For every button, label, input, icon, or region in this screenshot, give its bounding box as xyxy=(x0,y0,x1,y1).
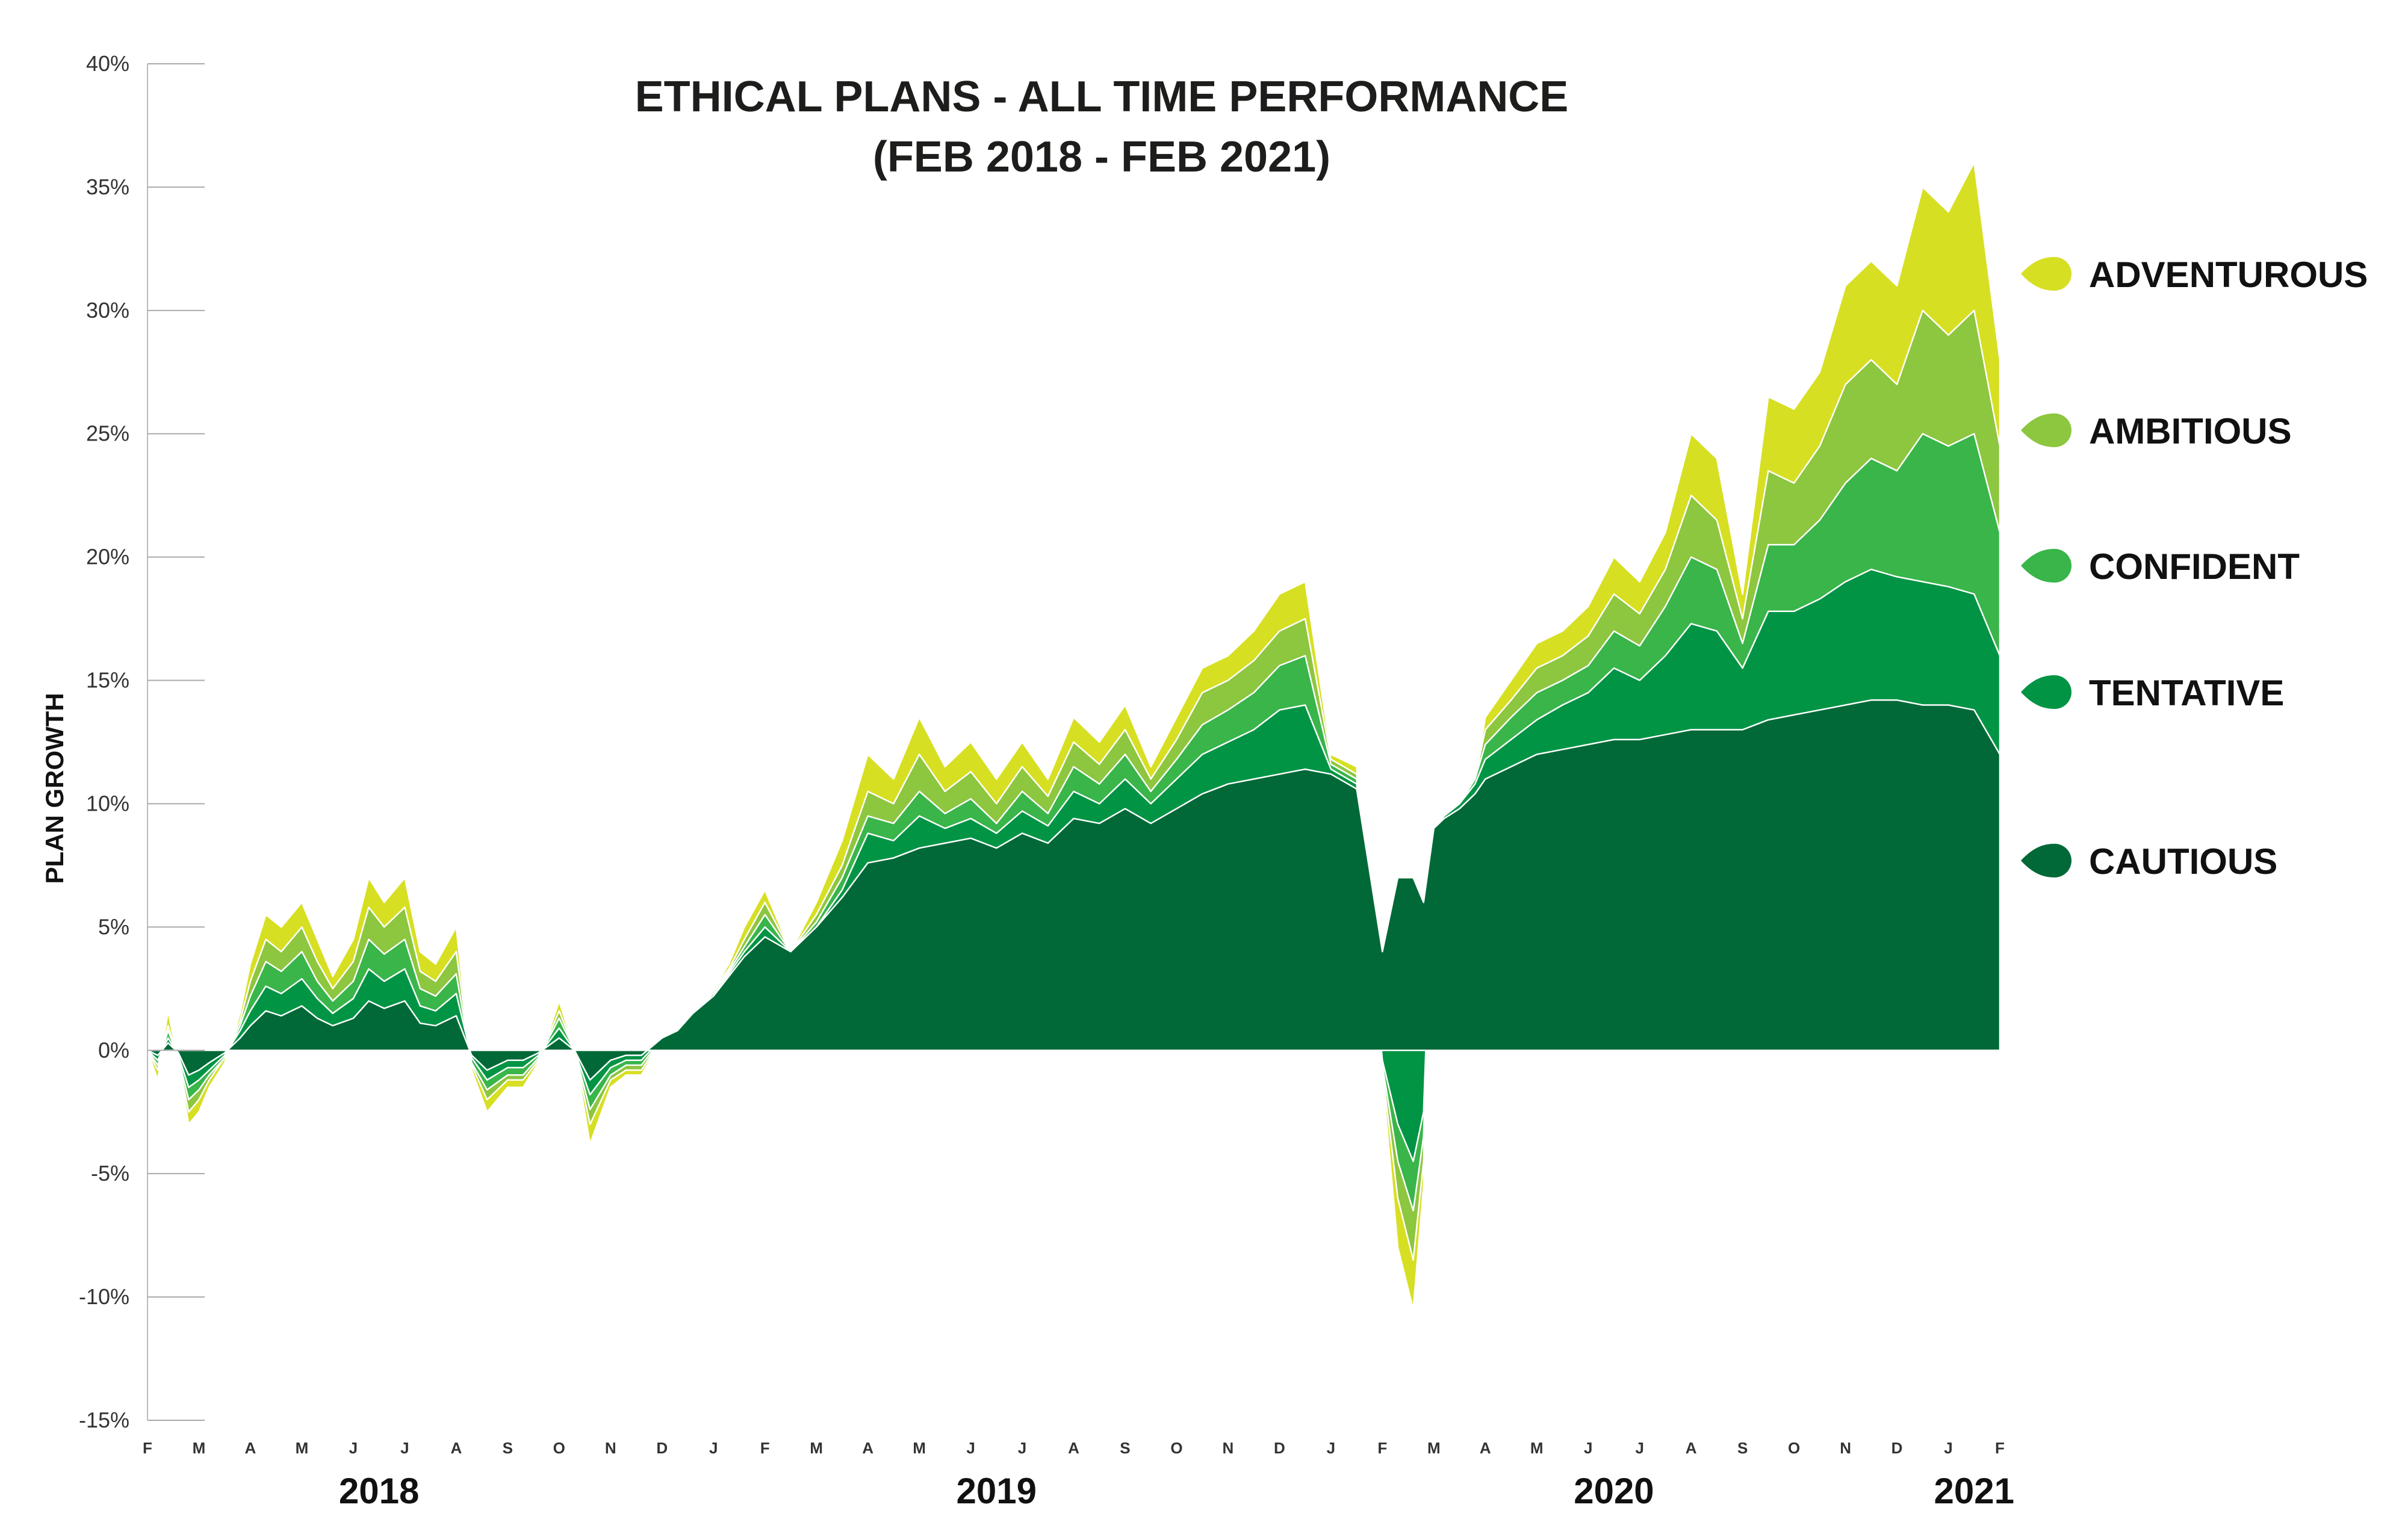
legend-item-adventurous: ADVENTUROUS xyxy=(2021,255,2368,295)
x-month-label: N xyxy=(1223,1439,1234,1457)
legend-label: CONFIDENT xyxy=(2089,546,2300,587)
x-month-label: M xyxy=(1530,1439,1544,1457)
x-month-label: M xyxy=(810,1439,823,1457)
x-month-label: J xyxy=(709,1439,718,1457)
x-month-label: A xyxy=(245,1439,256,1457)
y-tick-label: 0% xyxy=(98,1038,129,1062)
x-month-label: J xyxy=(1635,1439,1643,1457)
y-tick-label: 5% xyxy=(98,914,129,939)
y-tick-label: 35% xyxy=(86,175,129,199)
x-month-label: D xyxy=(1891,1439,1903,1457)
legend-label: ADVENTUROUS xyxy=(2089,255,2368,295)
x-month-label: J xyxy=(966,1439,975,1457)
x-month-label: S xyxy=(1737,1439,1748,1457)
x-month-label: N xyxy=(605,1439,616,1457)
x-month-label: F xyxy=(760,1439,770,1457)
x-month-label: J xyxy=(1018,1439,1026,1457)
x-year-label: 2021 xyxy=(1934,1471,2014,1511)
y-tick-label: 30% xyxy=(86,298,129,323)
x-month-label: M xyxy=(193,1439,206,1457)
x-month-label: N xyxy=(1840,1439,1851,1457)
x-month-label: O xyxy=(1788,1439,1800,1457)
legend: ADVENTUROUS AMBITIOUS CONFIDENT TENTATIVE CA… xyxy=(2021,255,2368,882)
legend-label: CAUTIOUS xyxy=(2089,841,2277,882)
legend-label: TENTATIVE xyxy=(2089,673,2284,713)
chart-title-line-2: (FEB 2018 - FEB 2021) xyxy=(873,133,1330,181)
legend-label: AMBITIOUS xyxy=(2089,411,2292,451)
x-month-label: D xyxy=(656,1439,668,1457)
axes: 40% 35% 30% 25% 20% 15% 10% 5% 0% -5% -10% -15% F M A M… xyxy=(79,51,2014,1511)
y-tick-label: -15% xyxy=(79,1408,129,1432)
x-month-label: J xyxy=(400,1439,409,1457)
y-tick-label: -5% xyxy=(91,1161,129,1186)
y-tick-label: 20% xyxy=(86,545,129,569)
plot-area xyxy=(146,161,2001,1310)
x-month-label: J xyxy=(1944,1439,1952,1457)
x-month-label: A xyxy=(1068,1439,1079,1457)
x-month-label: D xyxy=(1274,1439,1285,1457)
x-year-label: 2020 xyxy=(1574,1471,1654,1511)
y-tick-label: -10% xyxy=(79,1284,129,1309)
legend-drop-icon xyxy=(2021,675,2071,709)
legend-item-ambitious: AMBITIOUS xyxy=(2021,411,2292,451)
x-month-label: A xyxy=(1686,1439,1697,1457)
legend-item-cautious: CAUTIOUS xyxy=(2021,841,2277,882)
x-month-label: A xyxy=(450,1439,462,1457)
y-tick-label: 40% xyxy=(86,51,129,76)
legend-drop-icon xyxy=(2021,413,2071,447)
legend-drop-icon xyxy=(2021,549,2071,583)
x-month-label: M xyxy=(1427,1439,1441,1457)
x-month-label: F xyxy=(1995,1439,2005,1457)
legend-item-confident: CONFIDENT xyxy=(2021,546,2300,587)
x-month-label: A xyxy=(862,1439,874,1457)
x-month-label: S xyxy=(1120,1439,1130,1457)
x-month-label: O xyxy=(553,1439,565,1457)
y-tick-label: 25% xyxy=(86,421,129,446)
x-month-label: J xyxy=(349,1439,358,1457)
x-month-label: A xyxy=(1480,1439,1491,1457)
y-tick-label: 10% xyxy=(86,791,129,815)
x-year-label: 2019 xyxy=(957,1471,1037,1511)
x-year-label: 2018 xyxy=(339,1471,419,1511)
x-month-label: F xyxy=(1377,1439,1387,1457)
x-month-label: M xyxy=(296,1439,309,1457)
x-month-label: O xyxy=(1170,1439,1182,1457)
legend-drop-icon xyxy=(2021,257,2071,291)
x-month-label: J xyxy=(1327,1439,1335,1457)
y-axis-label: PLAN GROWTH xyxy=(40,693,69,883)
series-area-cautious xyxy=(146,699,2001,1081)
x-month-label: S xyxy=(503,1439,513,1457)
chart-title-line-1: ETHICAL PLANS - ALL TIME PERFORMANCE xyxy=(635,73,1569,121)
x-month-label: J xyxy=(1584,1439,1592,1457)
legend-drop-icon xyxy=(2021,844,2071,877)
y-tick-label: 15% xyxy=(86,668,129,693)
x-month-label: F xyxy=(143,1439,152,1457)
legend-item-tentative: TENTATIVE xyxy=(2021,673,2284,713)
x-month-label: M xyxy=(913,1439,926,1457)
